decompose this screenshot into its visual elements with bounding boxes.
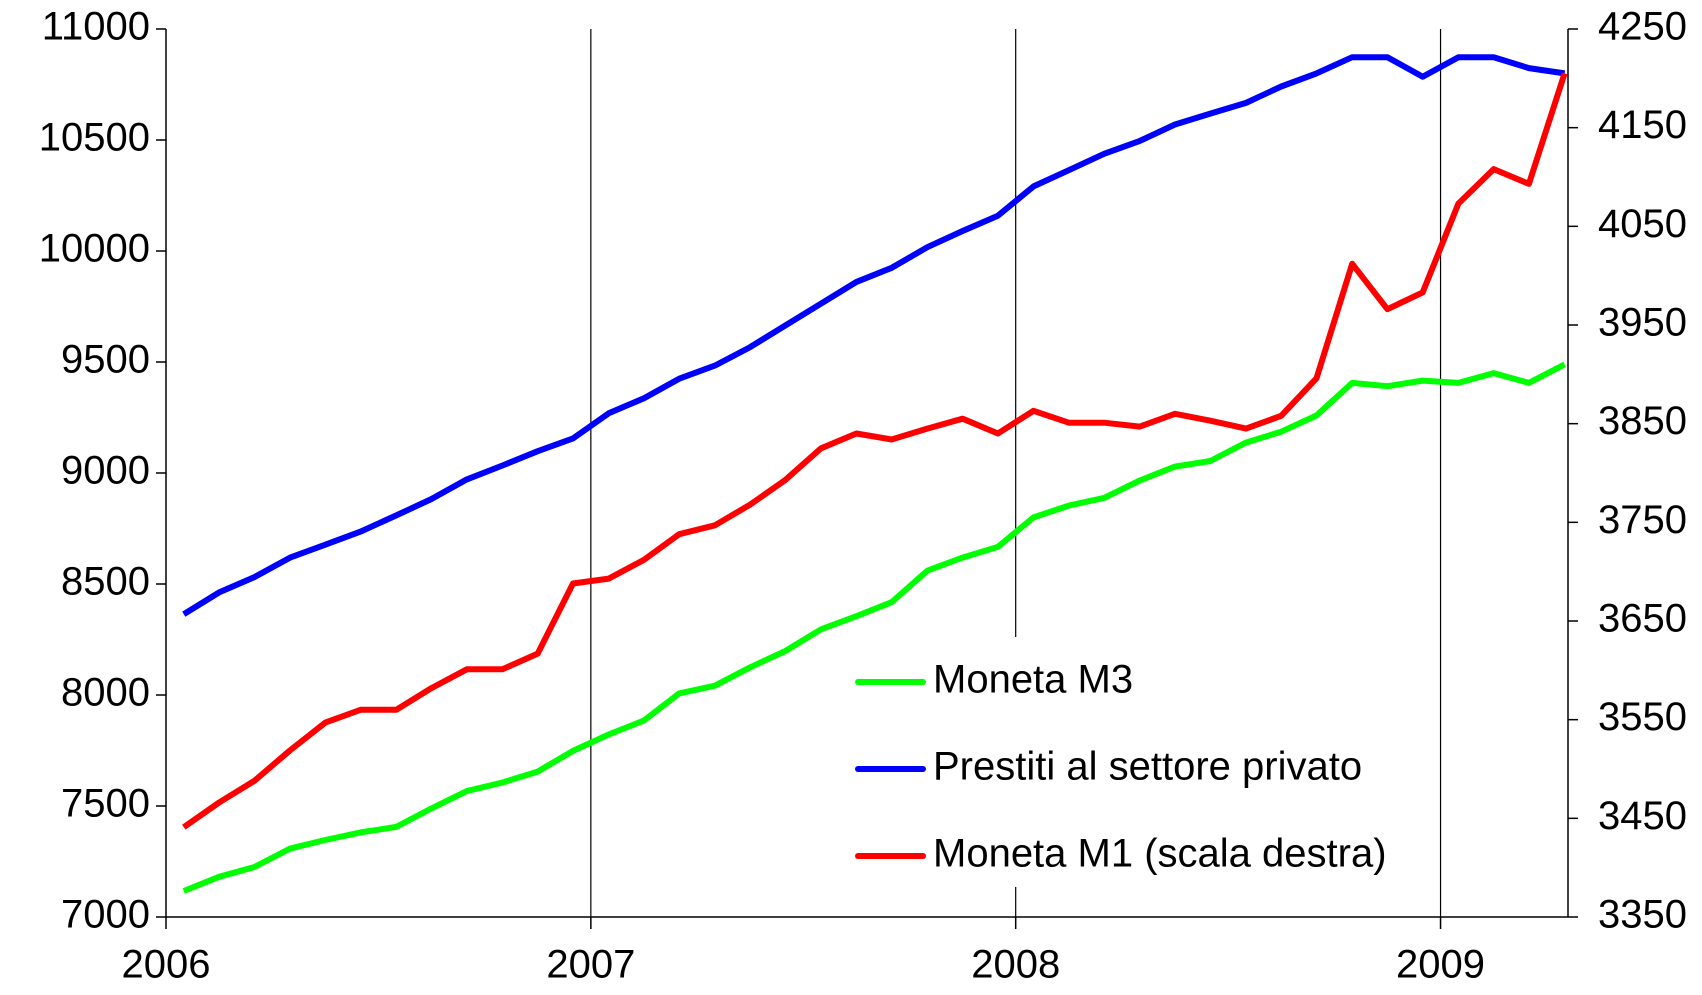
x-tick-label: 2008 [971, 943, 1060, 987]
y2-tick-label: 3850 [1598, 399, 1687, 443]
y2-tick-label: 3450 [1598, 794, 1687, 838]
y2-tick-label: 4250 [1598, 5, 1687, 49]
legend-label: Moneta M1 (scala destra) [933, 832, 1387, 876]
y-tick-label: 9500 [61, 338, 150, 382]
series-line [182, 54, 1566, 617]
series-line [182, 361, 1566, 894]
y2-tick-label: 3550 [1598, 695, 1687, 739]
y2-tick-label: 3650 [1598, 597, 1687, 641]
y-tick-label: 9000 [61, 449, 150, 493]
y2-tick-label: 4150 [1598, 103, 1687, 147]
y-tick-label: 7500 [61, 782, 150, 826]
y-tick-label: 10000 [39, 227, 150, 271]
x-tick-label: 2006 [122, 943, 211, 987]
y-tick-label: 7000 [61, 893, 150, 937]
y2-tick-label: 3950 [1598, 301, 1687, 345]
legend-label: Moneta M3 [933, 658, 1133, 702]
x-tick-label: 2007 [546, 943, 635, 987]
legend-label: Prestiti al settore privato [933, 745, 1362, 789]
legend-background [838, 637, 1408, 887]
y2-tick-label: 3350 [1598, 893, 1687, 937]
x-tick-label: 2009 [1396, 943, 1485, 987]
series-line [182, 72, 1568, 830]
y-tick-label: 8500 [61, 560, 150, 604]
y2-tick-label: 3750 [1598, 498, 1687, 542]
y-tick-label: 11000 [42, 5, 150, 49]
y-tick-label: 8000 [61, 671, 150, 715]
y-tick-label: 10500 [39, 116, 150, 160]
y2-tick-label: 4050 [1598, 202, 1687, 246]
